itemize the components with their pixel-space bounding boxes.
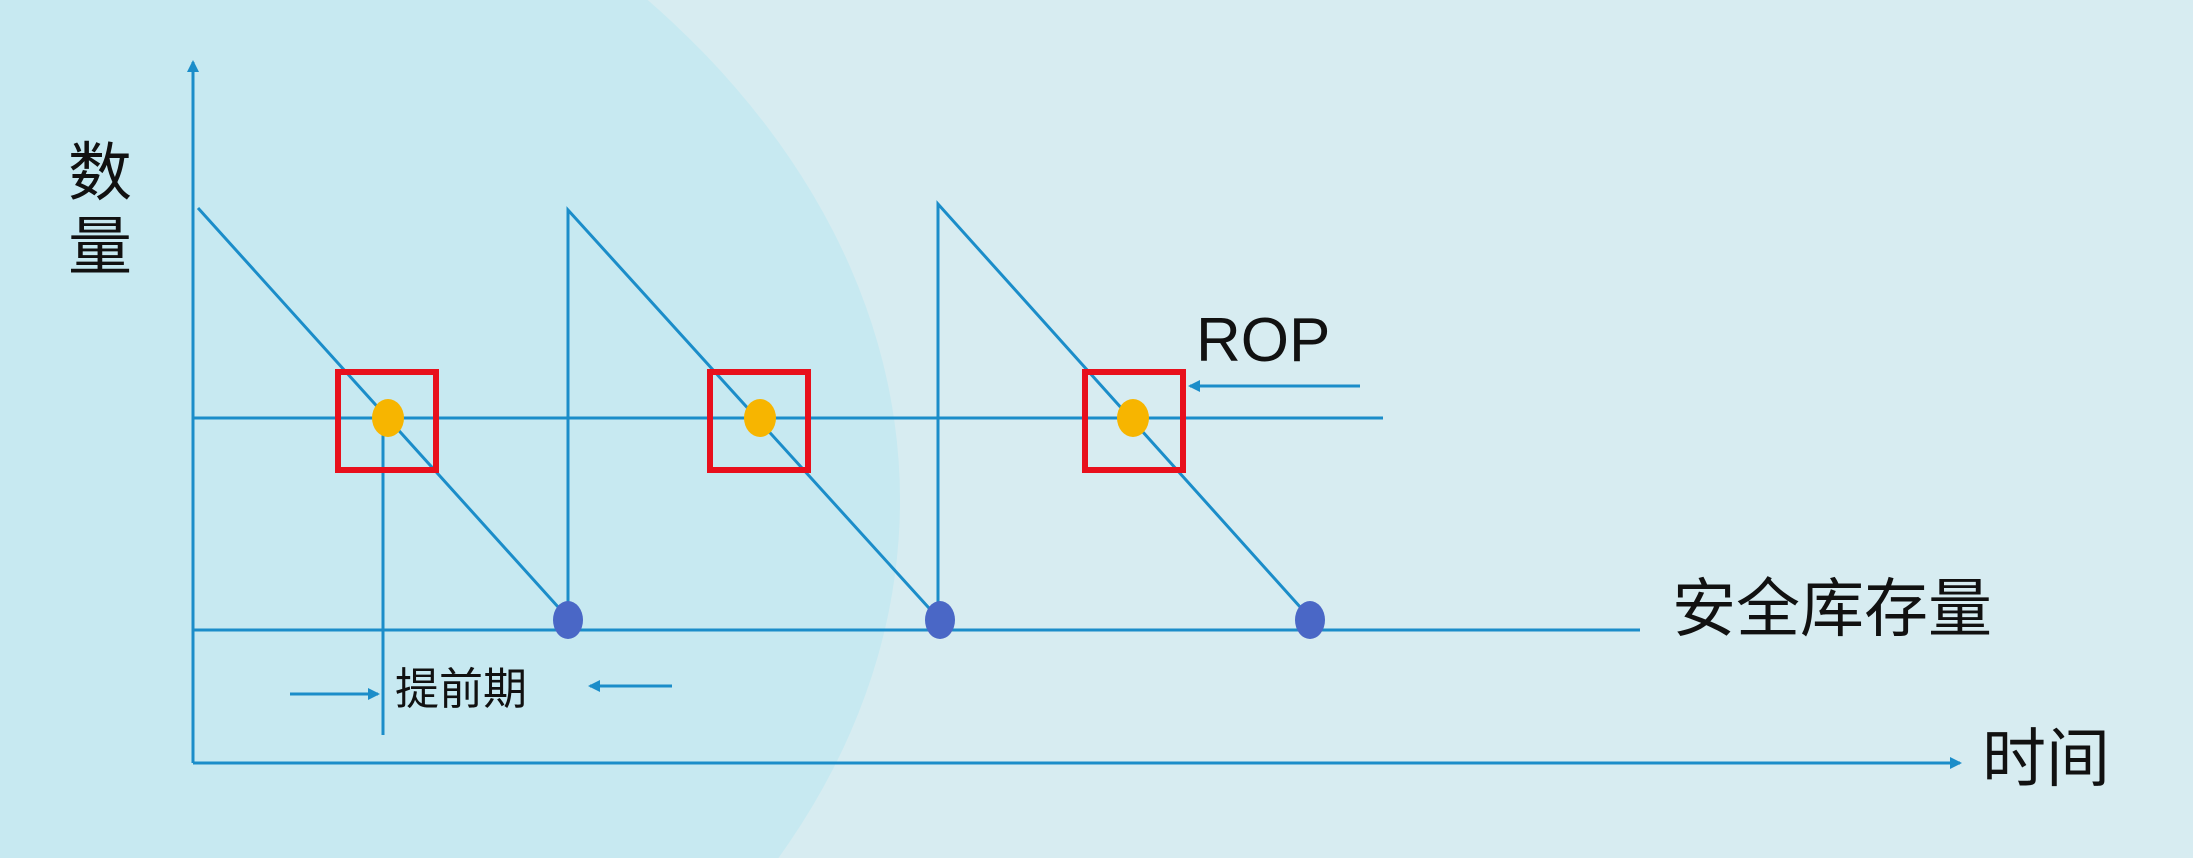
reorder-highlight-box-2 <box>707 369 811 473</box>
reorder-highlight-box-1 <box>335 369 439 473</box>
lead-time-label: 提前期 <box>395 664 527 715</box>
x-axis-label: 时间 <box>1982 723 2110 797</box>
replenishment-dot-2 <box>925 601 955 639</box>
reorder-point-dot-2 <box>744 399 776 437</box>
y-axis-label: 数量 <box>68 137 132 285</box>
replenishment-dot-1 <box>553 601 583 639</box>
reorder-point-dot-3 <box>1117 399 1149 437</box>
reorder-highlight-box-3 <box>1082 369 1186 473</box>
reorder-point-dot-1 <box>372 399 404 437</box>
safety-stock-label: 安全库存量 <box>1672 573 1992 647</box>
replenishment-dot-3 <box>1295 601 1325 639</box>
reorder-point-label: ROP <box>1196 306 1331 375</box>
